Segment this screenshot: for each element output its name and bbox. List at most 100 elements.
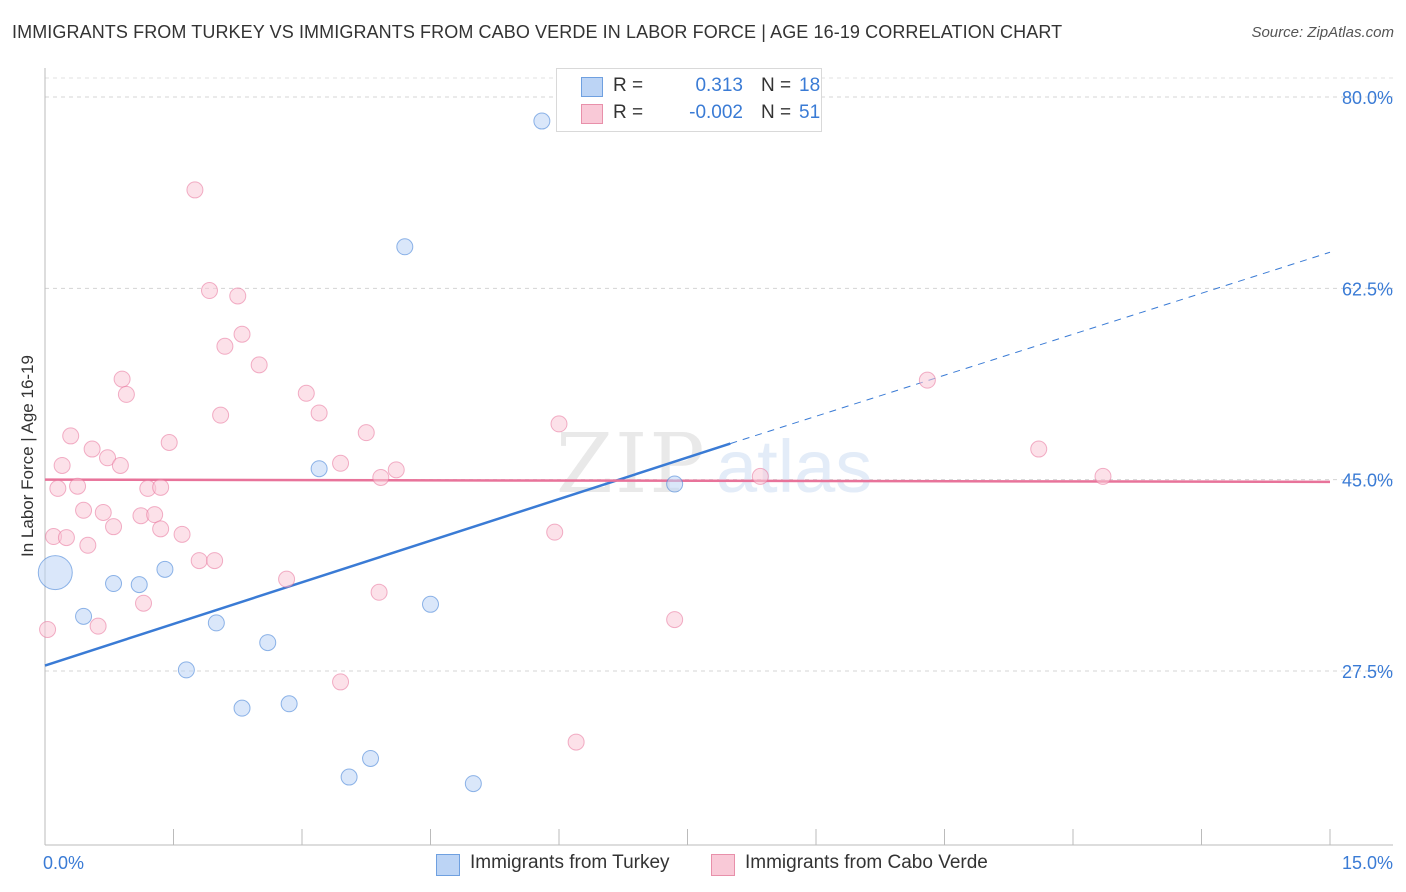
data-point bbox=[310, 460, 328, 478]
data-point bbox=[387, 461, 405, 479]
data-point bbox=[173, 525, 191, 543]
trend-extension-0 bbox=[730, 251, 1331, 445]
legend-swatch-turkey bbox=[581, 77, 603, 97]
x-tick-label: 15.0% bbox=[1342, 853, 1393, 873]
data-point bbox=[156, 560, 174, 578]
watermark-zip: ZIP bbox=[556, 417, 707, 512]
data-point bbox=[370, 583, 388, 601]
data-point bbox=[212, 406, 230, 424]
x-tick-label: 0.0% bbox=[43, 853, 84, 873]
data-point bbox=[53, 456, 71, 474]
data-point bbox=[207, 614, 225, 632]
legend-r-value: -0.002 bbox=[689, 102, 743, 123]
data-point bbox=[357, 424, 375, 442]
data-point bbox=[1030, 440, 1048, 458]
data-point bbox=[89, 617, 107, 635]
data-point bbox=[69, 477, 87, 495]
data-point bbox=[332, 454, 350, 472]
data-point bbox=[113, 370, 131, 388]
data-point bbox=[111, 456, 129, 474]
y-tick-label: 62.5% bbox=[1342, 279, 1393, 299]
data-point bbox=[229, 287, 247, 305]
data-point bbox=[250, 356, 268, 374]
data-point bbox=[83, 440, 101, 458]
legend-swatch-cabo-verde bbox=[581, 104, 603, 124]
data-point bbox=[135, 594, 153, 612]
data-point bbox=[666, 611, 684, 629]
data-point bbox=[79, 536, 97, 554]
legend-n-value: 51 bbox=[799, 102, 821, 123]
legend-r-label: R = bbox=[613, 75, 644, 96]
gridlines bbox=[45, 77, 1393, 672]
data-point bbox=[278, 570, 296, 588]
y-tick-label: 80.0% bbox=[1342, 88, 1393, 108]
data-point bbox=[550, 415, 568, 433]
data-point bbox=[37, 555, 73, 591]
data-point bbox=[75, 501, 93, 519]
data-point bbox=[280, 695, 298, 713]
data-point bbox=[62, 427, 80, 445]
data-point bbox=[152, 520, 170, 538]
data-point bbox=[39, 620, 57, 638]
data-point bbox=[146, 506, 164, 524]
data-point bbox=[310, 404, 328, 422]
trend-lines bbox=[44, 251, 1331, 667]
chart-title: IMMIGRANTS FROM TURKEY VS IMMIGRANTS FRO… bbox=[12, 22, 1063, 42]
series-swatch-cabo-verde bbox=[711, 854, 735, 876]
legend-n-label: N = bbox=[761, 75, 792, 96]
y-tick-label: 45.0% bbox=[1342, 471, 1393, 491]
data-point bbox=[362, 749, 380, 767]
series-label-turkey: Immigrants from Turkey bbox=[470, 852, 670, 873]
axes bbox=[44, 68, 1393, 846]
data-point bbox=[105, 518, 123, 536]
data-point bbox=[94, 503, 112, 521]
trend-line-1 bbox=[44, 478, 1331, 484]
data-point bbox=[190, 552, 208, 570]
legend-n-label: N = bbox=[761, 102, 792, 123]
data-point bbox=[751, 467, 769, 485]
data-point bbox=[1094, 467, 1112, 485]
watermark-atlas: atlas bbox=[716, 425, 872, 508]
data-point bbox=[57, 529, 75, 547]
data-point bbox=[160, 433, 178, 451]
data-point bbox=[233, 325, 251, 343]
series-swatch-turkey bbox=[436, 854, 460, 876]
data-point bbox=[130, 576, 148, 594]
data-point bbox=[546, 523, 564, 541]
legend-n-value: 18 bbox=[799, 75, 821, 96]
data-point bbox=[340, 768, 358, 786]
data-point bbox=[464, 775, 482, 793]
data-point bbox=[372, 468, 390, 486]
data-point bbox=[49, 479, 67, 497]
tick-labels: 80.0% 62.5% 45.0% 27.5% 0.0% 15.0% bbox=[43, 88, 1393, 873]
data-point bbox=[918, 371, 936, 389]
legend-r-label: R = bbox=[613, 102, 644, 123]
data-point bbox=[422, 595, 439, 613]
series-label-cabo-verde: Immigrants from Cabo Verde bbox=[745, 852, 988, 873]
data-point bbox=[666, 475, 684, 493]
y-tick-label: 27.5% bbox=[1342, 662, 1393, 682]
data-point bbox=[216, 337, 234, 355]
data-point bbox=[200, 282, 218, 300]
data-point bbox=[105, 575, 123, 593]
data-point bbox=[332, 673, 350, 691]
data-point bbox=[233, 699, 251, 717]
data-point bbox=[177, 661, 195, 679]
data-point bbox=[152, 478, 170, 496]
data-point bbox=[567, 733, 585, 751]
legend-r-value: 0.313 bbox=[695, 75, 743, 96]
stats-legend: R = 0.313 N = 18 R = -0.002 N = 51 bbox=[556, 68, 822, 132]
data-point bbox=[206, 552, 224, 570]
watermark: ZIP atlas bbox=[556, 417, 872, 512]
source-credit: Source: ZipAtlas.com bbox=[1251, 24, 1394, 41]
data-point bbox=[533, 112, 551, 130]
data-point bbox=[117, 385, 135, 403]
data-point bbox=[297, 384, 315, 402]
data-point bbox=[186, 181, 204, 199]
data-points bbox=[37, 112, 1112, 793]
data-point bbox=[259, 634, 277, 652]
data-point bbox=[396, 238, 414, 256]
data-point bbox=[99, 449, 117, 467]
data-point bbox=[75, 607, 93, 625]
